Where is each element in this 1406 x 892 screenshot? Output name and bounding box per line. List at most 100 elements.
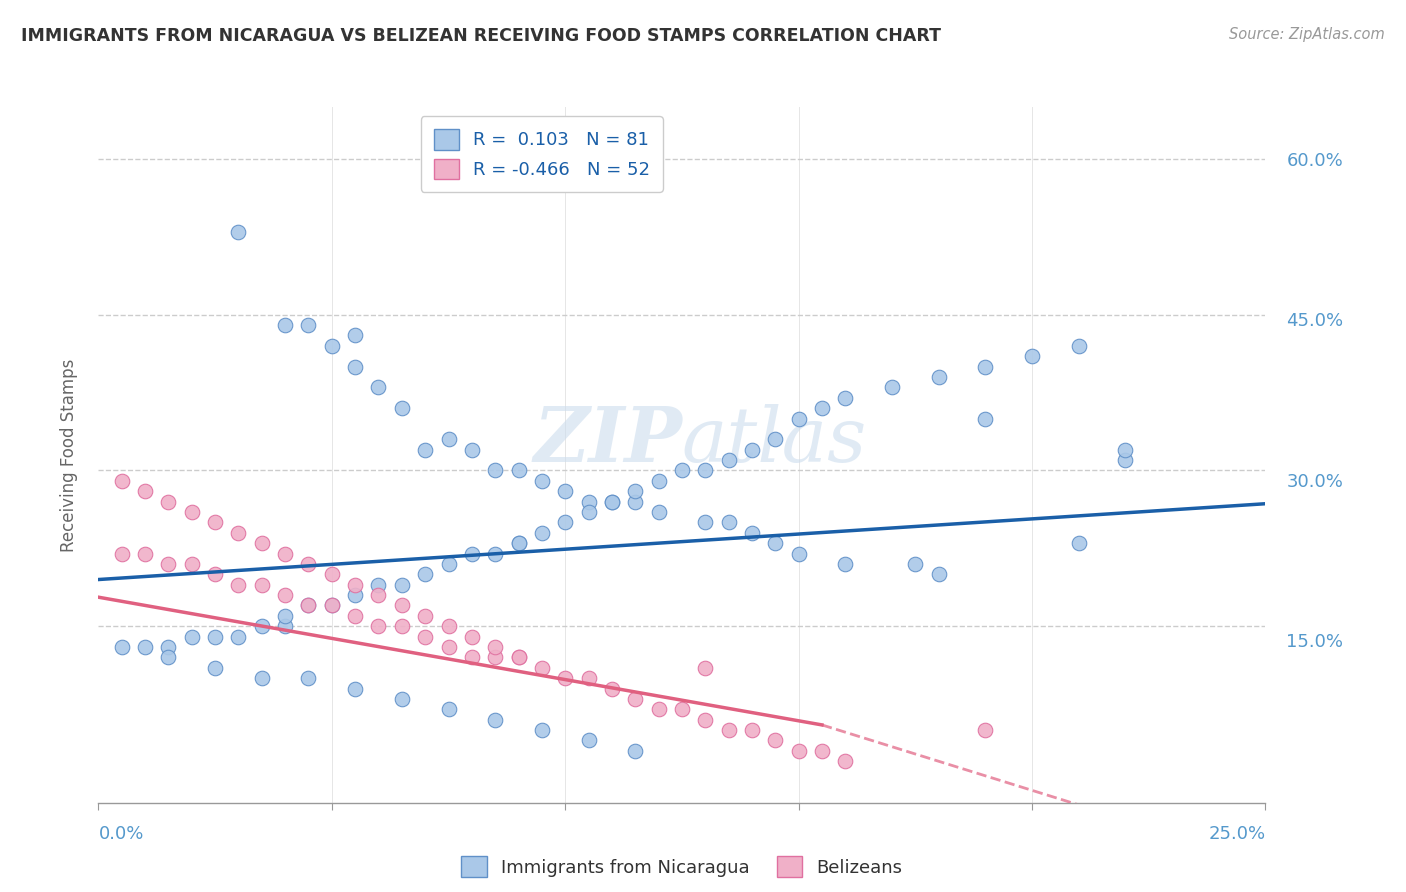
Text: atlas: atlas: [682, 404, 868, 478]
Point: [578, 505, 600, 519]
Point: [1021, 349, 1043, 363]
Point: [297, 599, 319, 613]
Point: [111, 640, 134, 654]
Point: [204, 567, 226, 582]
Point: [228, 525, 250, 540]
Point: [391, 578, 413, 592]
Point: [274, 588, 297, 602]
Point: [717, 516, 740, 530]
Point: [508, 536, 530, 550]
Point: [367, 588, 389, 602]
Point: [461, 442, 484, 457]
Point: [974, 723, 997, 738]
Point: [554, 516, 576, 530]
Point: [157, 557, 180, 571]
Point: [717, 723, 740, 738]
Point: [157, 650, 180, 665]
Point: [600, 494, 623, 508]
Point: [344, 681, 367, 696]
Point: [1067, 536, 1090, 550]
Point: [600, 681, 623, 696]
Text: 60.0%: 60.0%: [1286, 152, 1343, 169]
Text: ZIP: ZIP: [533, 404, 682, 478]
Point: [321, 339, 343, 353]
Point: [157, 640, 180, 654]
Point: [344, 328, 367, 343]
Point: [274, 608, 297, 623]
Point: [974, 411, 997, 425]
Point: [904, 557, 927, 571]
Point: [1067, 339, 1090, 353]
Y-axis label: Receiving Food Stamps: Receiving Food Stamps: [59, 359, 77, 551]
Point: [461, 547, 484, 561]
Point: [344, 578, 367, 592]
Point: [787, 744, 810, 758]
Point: [274, 619, 297, 633]
Point: [437, 619, 460, 633]
Text: 15.0%: 15.0%: [1286, 633, 1344, 651]
Point: [321, 599, 343, 613]
Point: [624, 494, 647, 508]
Point: [1114, 453, 1136, 467]
Point: [111, 547, 134, 561]
Point: [530, 525, 553, 540]
Point: [484, 547, 506, 561]
Point: [297, 671, 319, 685]
Point: [180, 557, 202, 571]
Point: [811, 401, 834, 416]
Legend: Immigrants from Nicaragua, Belizeans: Immigrants from Nicaragua, Belizeans: [454, 849, 910, 884]
Point: [391, 599, 413, 613]
Point: [250, 536, 273, 550]
Point: [111, 474, 134, 488]
Point: [484, 713, 506, 727]
Point: [413, 442, 436, 457]
Point: [413, 608, 436, 623]
Point: [297, 599, 319, 613]
Point: [1114, 442, 1136, 457]
Point: [344, 588, 367, 602]
Point: [204, 661, 226, 675]
Point: [484, 640, 506, 654]
Point: [508, 536, 530, 550]
Point: [508, 650, 530, 665]
Point: [228, 225, 250, 239]
Point: [647, 474, 669, 488]
Point: [671, 463, 693, 477]
Point: [250, 619, 273, 633]
Point: [508, 463, 530, 477]
Point: [367, 619, 389, 633]
Point: [554, 671, 576, 685]
Point: [134, 547, 156, 561]
Point: [391, 692, 413, 706]
Point: [717, 453, 740, 467]
Point: [413, 630, 436, 644]
Point: [880, 380, 903, 394]
Point: [530, 661, 553, 675]
Point: [274, 547, 297, 561]
Point: [321, 567, 343, 582]
Point: [578, 671, 600, 685]
Point: [250, 578, 273, 592]
Point: [274, 318, 297, 332]
Point: [461, 630, 484, 644]
Point: [763, 433, 786, 447]
Point: [228, 630, 250, 644]
Point: [928, 370, 950, 384]
Text: Source: ZipAtlas.com: Source: ZipAtlas.com: [1229, 27, 1385, 42]
Point: [624, 744, 647, 758]
Point: [763, 536, 786, 550]
Point: [180, 630, 202, 644]
Point: [834, 754, 856, 768]
Point: [834, 557, 856, 571]
Point: [321, 599, 343, 613]
Point: [695, 463, 717, 477]
Point: [391, 619, 413, 633]
Point: [228, 578, 250, 592]
Point: [484, 650, 506, 665]
Point: [134, 640, 156, 654]
Point: [741, 723, 763, 738]
Point: [367, 380, 389, 394]
Point: [578, 494, 600, 508]
Point: [484, 463, 506, 477]
Point: [834, 391, 856, 405]
